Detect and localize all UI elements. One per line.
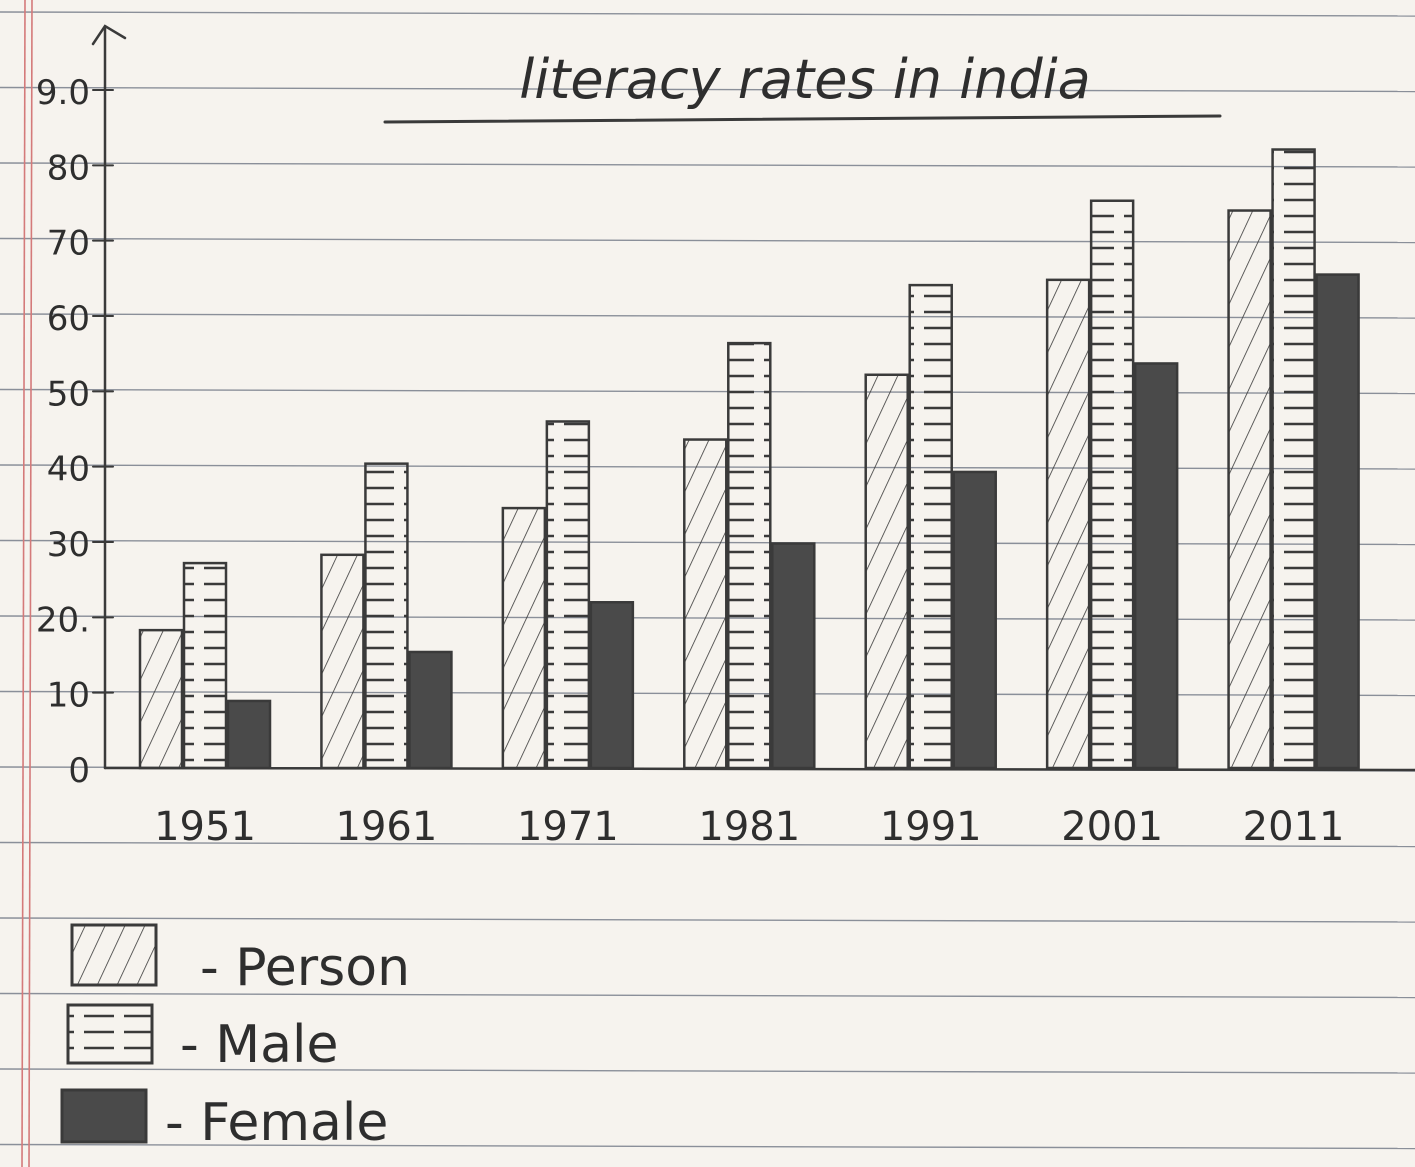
bar-person	[138, 628, 184, 770]
rule-line	[0, 841, 1415, 848]
bar-female	[226, 699, 272, 770]
rule-line	[0, 1143, 1415, 1150]
bar-person	[501, 506, 547, 770]
legend-swatch-female	[60, 1088, 148, 1144]
legend-item-female: - Female	[60, 1088, 388, 1153]
bar-female	[952, 470, 997, 770]
chart-title: literacy rates in india	[519, 48, 1090, 111]
bar-male	[545, 420, 591, 770]
y-tick-label: 30	[47, 525, 90, 565]
rule-line	[0, 1068, 1415, 1074]
bar-person	[683, 438, 728, 770]
legend-label-female: - Female	[165, 1093, 388, 1153]
bars	[138, 148, 1360, 770]
y-tick-label: 0	[68, 751, 90, 791]
y-tick-label: 20.	[36, 600, 90, 640]
bar-female	[408, 650, 453, 770]
rule-line	[0, 388, 1415, 395]
rule-line	[0, 162, 1415, 168]
bar-person	[1045, 278, 1091, 770]
y-tick-label: 60	[47, 299, 90, 339]
x-tick-label: 1981	[698, 804, 800, 850]
legend-item-person: - Person	[70, 923, 410, 998]
legend-label-person: - Person	[200, 938, 410, 998]
chart-title-group: literacy rates in india	[383, 48, 1222, 124]
bar-male	[727, 341, 772, 770]
y-tick-label: 80	[47, 148, 90, 188]
margin-line	[28, 0, 33, 1167]
x-tick-label: 1951	[154, 804, 256, 850]
y-tick-label: 70	[47, 224, 90, 264]
x-tick-label: 2011	[1243, 804, 1345, 850]
rule-line	[0, 917, 1415, 923]
bar-female	[589, 601, 635, 770]
bar-female	[1315, 273, 1360, 770]
y-tick-label: 50	[47, 374, 90, 414]
bar-female	[771, 542, 816, 770]
rule-line	[0, 237, 1415, 244]
rule-line	[0, 313, 1415, 319]
y-axis-ticks: 0 10 20. 30 40 50 60 70 80 9.0	[36, 73, 114, 791]
bar-male	[182, 561, 228, 770]
bar-female	[1133, 362, 1179, 770]
x-axis-ticks: 1951 1961 1971 1981 1991 2001 2011	[154, 804, 1344, 850]
margin-line	[21, 0, 26, 1167]
y-axis-arrow	[91, 24, 127, 46]
bar-person	[1227, 209, 1272, 770]
bar-person	[320, 553, 365, 770]
legend-item-male: - Male	[66, 1003, 338, 1075]
legend-label-male: - Male	[180, 1015, 338, 1075]
x-tick-label: 1971	[517, 804, 619, 850]
rule-line	[0, 11, 1415, 17]
bar-male	[1089, 199, 1135, 770]
y-tick-label: 9.0	[36, 73, 90, 113]
x-tick-label: 2001	[1061, 804, 1163, 850]
legend-swatch-person	[70, 923, 158, 987]
bar-male	[908, 283, 953, 770]
legend: - Person - Male - Female	[60, 923, 410, 1153]
bar-male	[364, 462, 409, 770]
x-tick-label: 1991	[880, 804, 982, 850]
x-tick-label: 1961	[336, 804, 438, 850]
rule-line	[0, 992, 1415, 999]
legend-swatch-male	[66, 1003, 154, 1065]
bar-person	[864, 373, 909, 770]
y-tick-label: 40	[47, 450, 90, 490]
title-underline	[383, 114, 1222, 124]
rule-line	[0, 86, 1415, 93]
bar-male	[1271, 148, 1316, 770]
y-tick-label: 10	[47, 676, 90, 716]
